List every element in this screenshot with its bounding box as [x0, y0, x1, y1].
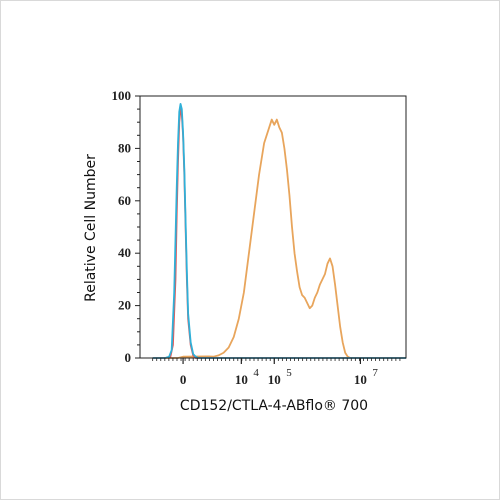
series-line-1: [152, 108, 406, 359]
x-tick-label: 10: [235, 372, 248, 387]
x-tick-exponent: 4: [253, 367, 259, 379]
y-tick-label: 100: [112, 88, 132, 103]
axes-layer: 0 20 40 60 80 100 0 10 4 10 5 10 7: [112, 88, 407, 387]
plot-frame: [139, 95, 407, 359]
x-tick-label: 10: [354, 372, 367, 387]
y-tick-label: 80: [118, 140, 131, 155]
series-layer: [152, 102, 406, 359]
x-tick-label: 10: [268, 372, 281, 387]
y-tick-label: 20: [118, 298, 131, 313]
series-line-2: [152, 102, 406, 359]
x-tick-exponent: 7: [372, 367, 378, 379]
series-line-0: [152, 118, 406, 359]
y-tick-label: 40: [118, 245, 131, 260]
y-axis-label: Relative Cell Number: [83, 154, 99, 302]
y-tick-label: 0: [125, 350, 132, 365]
x-tick-exponent: 5: [286, 367, 292, 379]
x-tick-label: 0: [180, 372, 187, 387]
x-axis-label: CD152/CTLA-4-ABflo® 700: [180, 398, 368, 414]
y-tick-label: 60: [118, 193, 131, 208]
